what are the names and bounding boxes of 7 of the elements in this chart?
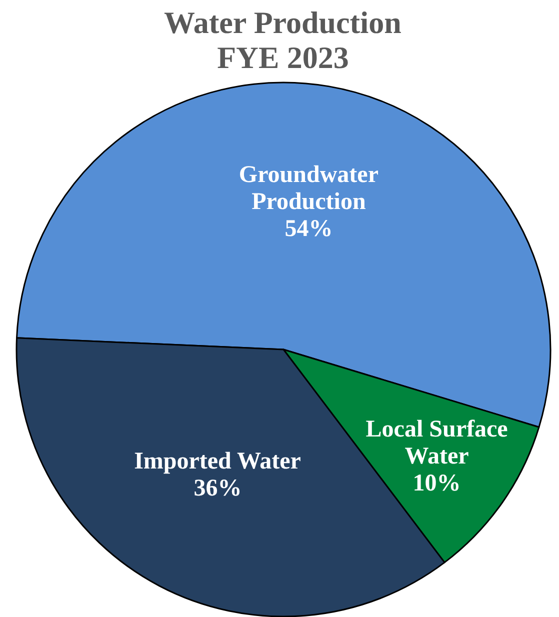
data-label: 54% — [284, 216, 333, 242]
slice-label: Groundwater Production — [238, 162, 379, 216]
chart-title: Water Production FYE 2023 — [164, 5, 402, 75]
data-label: 10% — [412, 470, 461, 496]
slice-label: Imported Water — [134, 448, 302, 474]
data-label: 36% — [194, 475, 242, 502]
slice-label: Local Surface Water — [366, 416, 508, 470]
